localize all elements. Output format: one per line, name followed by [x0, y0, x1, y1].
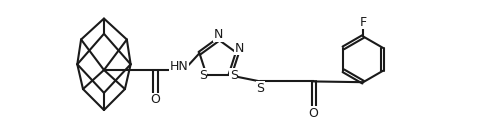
Text: N: N	[214, 28, 223, 41]
Text: S: S	[199, 69, 207, 82]
Text: S: S	[256, 82, 264, 95]
Text: F: F	[360, 16, 367, 29]
Text: HN: HN	[170, 60, 189, 74]
Text: N: N	[234, 42, 244, 55]
Text: O: O	[309, 107, 318, 120]
Text: S: S	[230, 69, 238, 82]
Text: O: O	[150, 93, 160, 106]
